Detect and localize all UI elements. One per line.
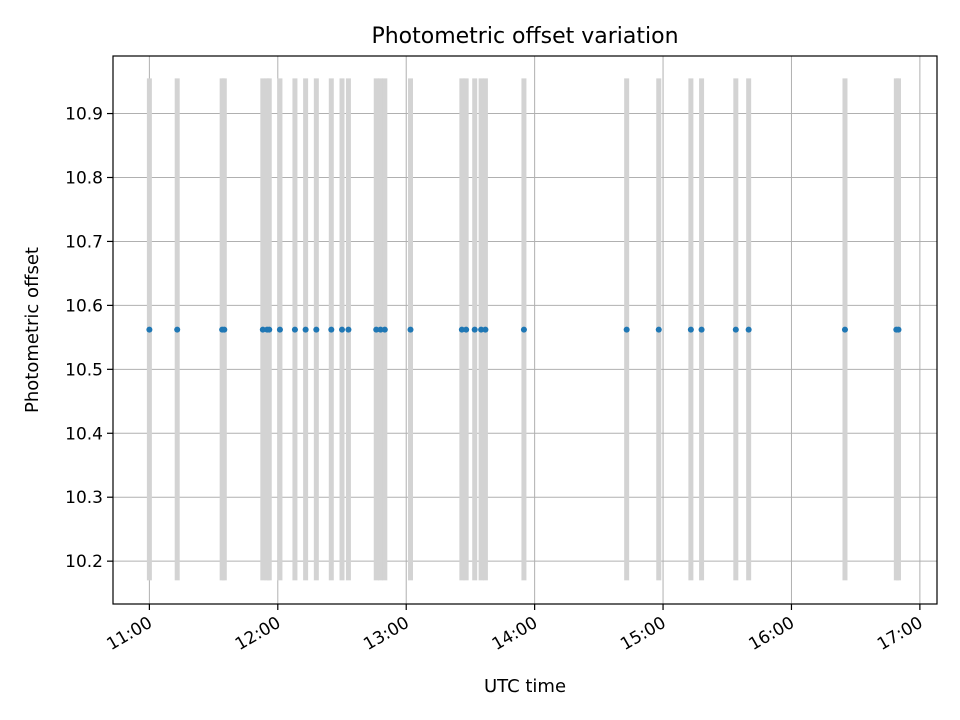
data-points — [146, 326, 902, 333]
chart-title: Photometric offset variation — [371, 24, 678, 49]
data-point — [732, 326, 739, 333]
y-tick-label: 10.3 — [65, 488, 103, 508]
y-tick-label: 10.2 — [65, 552, 103, 572]
data-point — [623, 326, 630, 333]
y-tick-label: 10.9 — [65, 105, 103, 125]
data-point — [345, 326, 352, 333]
data-point — [328, 326, 335, 333]
y-tick-label: 10.6 — [65, 296, 103, 316]
data-point — [373, 326, 380, 333]
data-point — [259, 326, 266, 333]
data-point — [482, 326, 489, 333]
x-axis-label: UTC time — [484, 676, 566, 697]
data-point — [313, 326, 320, 333]
data-point — [471, 326, 478, 333]
y-tick-label: 10.5 — [65, 360, 103, 380]
data-point — [146, 326, 153, 333]
data-point — [381, 326, 388, 333]
data-point — [478, 326, 485, 333]
data-point — [266, 326, 273, 333]
data-point — [745, 326, 752, 333]
data-point — [174, 326, 181, 333]
data-point — [895, 326, 902, 333]
data-point — [339, 326, 346, 333]
data-point — [687, 326, 694, 333]
data-point — [276, 326, 283, 333]
data-point — [463, 326, 470, 333]
data-point — [377, 326, 384, 333]
data-point — [302, 326, 309, 333]
y-axis-label: Photometric offset — [22, 247, 43, 413]
data-point — [520, 326, 527, 333]
plot-frame — [112, 55, 938, 605]
y-tick-label: 10.8 — [65, 168, 103, 188]
data-point — [291, 326, 298, 333]
data-point — [458, 326, 465, 333]
data-point — [655, 326, 662, 333]
data-point — [221, 326, 228, 333]
y-tick-label: 10.4 — [65, 424, 103, 444]
y-tick-label: 10.7 — [65, 232, 103, 252]
data-point — [698, 326, 705, 333]
data-point — [841, 326, 848, 333]
data-point — [407, 326, 414, 333]
